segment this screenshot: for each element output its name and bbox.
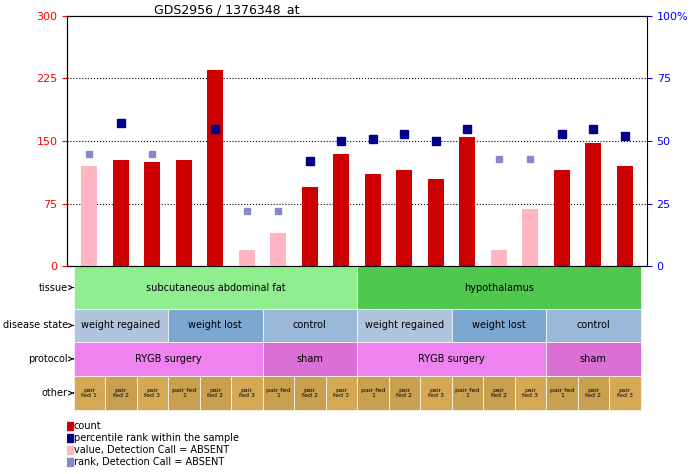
- FancyBboxPatch shape: [357, 309, 452, 342]
- Bar: [617, 166, 633, 266]
- Bar: [491, 250, 507, 266]
- FancyBboxPatch shape: [515, 375, 546, 410]
- Text: pair fed
1: pair fed 1: [455, 388, 480, 399]
- Bar: [428, 179, 444, 266]
- Bar: [302, 187, 318, 266]
- Text: pair
fed 2: pair fed 2: [491, 388, 507, 399]
- Text: disease state: disease state: [3, 320, 73, 330]
- Text: count: count: [74, 421, 102, 431]
- Text: percentile rank within the sample: percentile rank within the sample: [74, 433, 238, 443]
- Bar: [585, 143, 601, 266]
- FancyBboxPatch shape: [578, 375, 609, 410]
- Bar: [397, 170, 413, 266]
- Text: protocol: protocol: [28, 354, 73, 364]
- Text: pair fed
1: pair fed 1: [266, 388, 290, 399]
- Bar: [113, 160, 129, 266]
- Text: pair
fed 2: pair fed 2: [302, 388, 318, 399]
- FancyBboxPatch shape: [325, 375, 357, 410]
- Text: pair fed
1: pair fed 1: [550, 388, 574, 399]
- FancyBboxPatch shape: [357, 266, 641, 309]
- FancyBboxPatch shape: [420, 375, 452, 410]
- Text: weight regained: weight regained: [82, 320, 160, 330]
- FancyBboxPatch shape: [546, 342, 641, 375]
- FancyBboxPatch shape: [546, 309, 641, 342]
- Text: pair
fed 2: pair fed 2: [397, 388, 413, 399]
- Text: pair
fed 3: pair fed 3: [617, 388, 633, 399]
- Bar: [82, 166, 97, 266]
- FancyBboxPatch shape: [231, 375, 263, 410]
- Bar: [334, 154, 349, 266]
- FancyBboxPatch shape: [263, 375, 294, 410]
- Bar: [365, 174, 381, 266]
- FancyBboxPatch shape: [294, 375, 325, 410]
- Text: sham: sham: [580, 354, 607, 364]
- Text: pair
fed 2: pair fed 2: [207, 388, 223, 399]
- Bar: [144, 162, 160, 266]
- FancyBboxPatch shape: [263, 342, 357, 375]
- Text: GDS2956 / 1376348_at: GDS2956 / 1376348_at: [154, 3, 300, 16]
- FancyBboxPatch shape: [357, 342, 546, 375]
- Text: pair
fed 3: pair fed 3: [522, 388, 538, 399]
- Text: pair
fed 2: pair fed 2: [585, 388, 601, 399]
- FancyBboxPatch shape: [483, 375, 515, 410]
- FancyBboxPatch shape: [74, 266, 357, 309]
- Text: pair
fed 1: pair fed 1: [82, 388, 97, 399]
- Text: sham: sham: [296, 354, 323, 364]
- FancyBboxPatch shape: [452, 375, 483, 410]
- Text: pair fed
1: pair fed 1: [172, 388, 196, 399]
- Bar: [460, 137, 475, 266]
- FancyBboxPatch shape: [74, 375, 105, 410]
- Text: rank, Detection Call = ABSENT: rank, Detection Call = ABSENT: [74, 457, 224, 467]
- FancyBboxPatch shape: [74, 309, 168, 342]
- FancyBboxPatch shape: [546, 375, 578, 410]
- Bar: [554, 170, 569, 266]
- FancyBboxPatch shape: [609, 375, 641, 410]
- Text: pair
fed 3: pair fed 3: [144, 388, 160, 399]
- Text: pair
fed 3: pair fed 3: [333, 388, 350, 399]
- Text: control: control: [576, 320, 610, 330]
- Text: RYGB surgery: RYGB surgery: [135, 354, 201, 364]
- Text: pair
fed 2: pair fed 2: [113, 388, 129, 399]
- FancyBboxPatch shape: [105, 375, 137, 410]
- Text: hypothalamus: hypothalamus: [464, 283, 533, 292]
- Text: other: other: [42, 388, 73, 398]
- Bar: [522, 210, 538, 266]
- FancyBboxPatch shape: [388, 375, 420, 410]
- FancyBboxPatch shape: [137, 375, 168, 410]
- Text: value, Detection Call = ABSENT: value, Detection Call = ABSENT: [74, 445, 229, 455]
- FancyBboxPatch shape: [452, 309, 546, 342]
- FancyBboxPatch shape: [74, 342, 263, 375]
- Bar: [207, 70, 223, 266]
- Text: control: control: [293, 320, 327, 330]
- FancyBboxPatch shape: [168, 375, 200, 410]
- Text: pair fed
1: pair fed 1: [361, 388, 385, 399]
- FancyBboxPatch shape: [200, 375, 231, 410]
- Text: weight lost: weight lost: [189, 320, 243, 330]
- Bar: [270, 233, 286, 266]
- Text: subcutaneous abdominal fat: subcutaneous abdominal fat: [146, 283, 285, 292]
- Text: weight lost: weight lost: [472, 320, 526, 330]
- FancyBboxPatch shape: [263, 309, 357, 342]
- Text: tissue: tissue: [39, 283, 73, 292]
- Bar: [176, 160, 191, 266]
- Bar: [239, 250, 255, 266]
- Text: weight regained: weight regained: [365, 320, 444, 330]
- Text: RYGB surgery: RYGB surgery: [418, 354, 485, 364]
- Text: pair
fed 3: pair fed 3: [239, 388, 255, 399]
- FancyBboxPatch shape: [357, 375, 388, 410]
- FancyBboxPatch shape: [168, 309, 263, 342]
- Text: pair
fed 3: pair fed 3: [428, 388, 444, 399]
